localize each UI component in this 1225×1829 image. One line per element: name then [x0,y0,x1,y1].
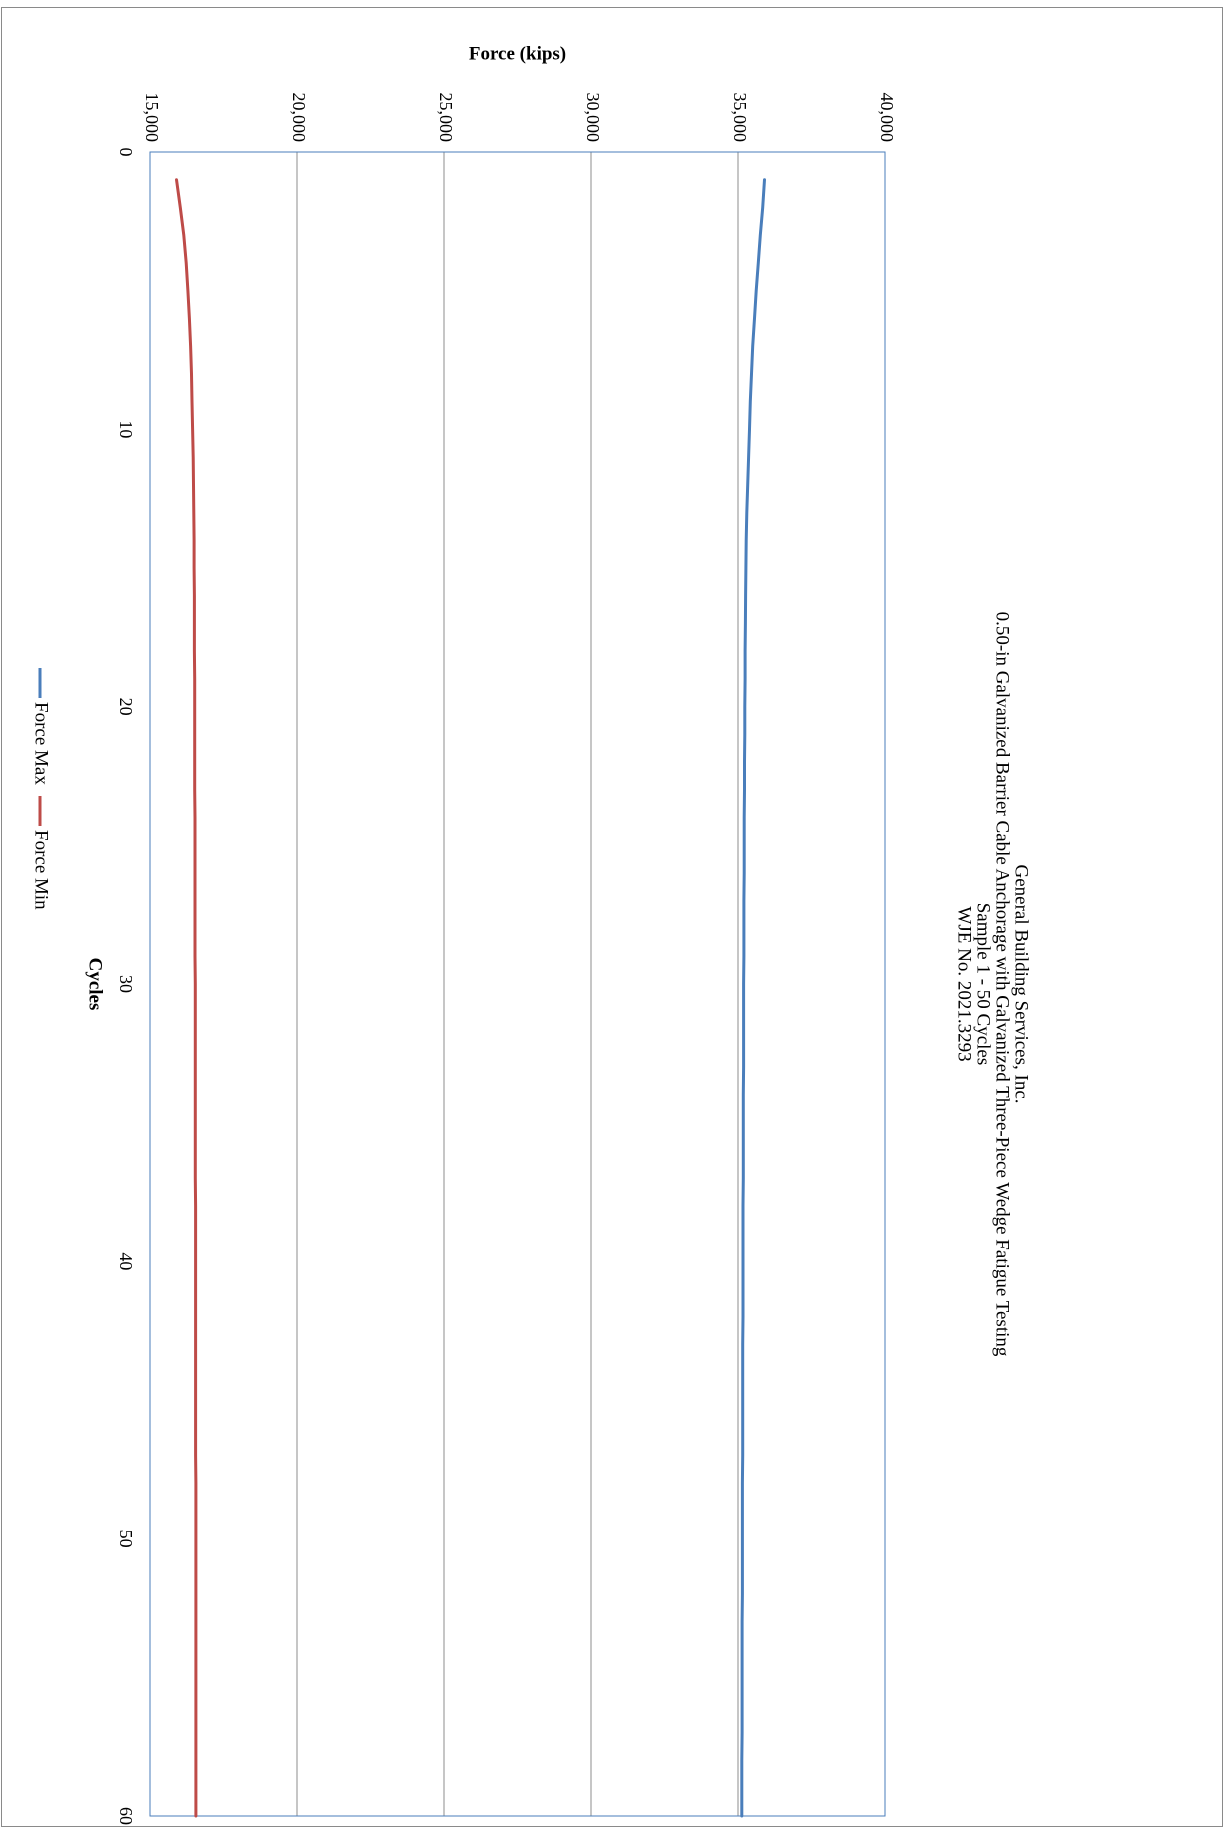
chart-title-line: Sample 1 - 50 Cycles [973,903,994,1066]
gridlines [296,152,886,1816]
force-tick-label: 20,000 [289,93,309,143]
force-tick-label: 15,000 [142,93,162,143]
cycles-tick-labels: 0 10 20 30 40 50 60 [116,148,136,1826]
force-tick-label: 40,000 [877,93,897,143]
cycles-tick-label: 60 [116,1807,136,1825]
chart-title-line: General Building Services, Inc. [1011,864,1032,1103]
force-tick-label: 35,000 [730,93,750,143]
force-tick-label: 30,000 [583,93,603,143]
chart-title: General Building Services, Inc.0.50-in G… [954,612,1032,1357]
line-chart: 0 10 20 30 40 50 60 15,000 20,000 25,000 30,000 35… [31,43,1032,1826]
chart-title-line: 0.50-in Galvanized Barrier Cable Anchora… [992,612,1013,1357]
cycles-tick-label: 30 [116,975,136,993]
force-tick-label: 25,000 [436,93,456,143]
series-line-force-min [175,178,198,1818]
legend-label: Force Min [31,830,52,910]
force-tick-labels: 15,000 20,000 25,000 30,000 35,000 40,000 [142,93,897,143]
cycles-tick-label: 20 [116,698,136,716]
chart-frame: 0 10 20 30 40 50 60 15,000 20,000 25,000 30,000 35… [1,7,1223,1827]
cycles-tick-label: 50 [116,1530,136,1548]
series-lines [175,178,766,1818]
x-axis-title: Cycles [85,958,106,1011]
cycles-tick-label: 40 [116,1252,136,1270]
series-line-force-max [740,178,766,1818]
legend: Force Max Force Min [31,668,52,910]
plot-area [149,151,886,1817]
y-axis-title: Force (kips) [469,43,566,64]
cycles-tick-label: 0 [116,148,136,157]
chart-title-line: WJE No. 2021.3293 [954,906,975,1061]
legend-label: Force Max [31,702,52,785]
cycles-tick-label: 10 [116,420,136,438]
